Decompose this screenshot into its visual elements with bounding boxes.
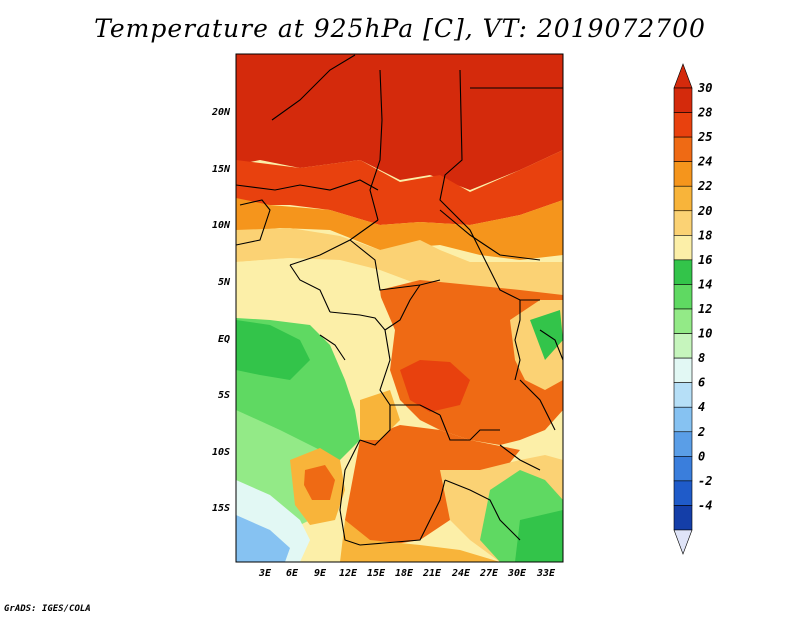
lon-tick-label: 21E	[422, 568, 442, 579]
colorbar-swatch	[673, 308, 693, 334]
lat-tick-label: EQ	[218, 334, 230, 345]
colorbar-label: 12	[698, 302, 712, 316]
country-borders	[236, 54, 563, 546]
lon-tick-label: 6E	[286, 568, 299, 579]
longitude-axis: 3E 6E 9E 12E 15E 18E 21E 24E 27E 30E 33E	[258, 568, 556, 579]
colorbar-swatch	[673, 431, 693, 457]
colorbar-swatch	[673, 505, 693, 531]
colorbar-swatch	[673, 161, 693, 187]
lat-tick-label: 5N	[218, 277, 231, 288]
colorbar-swatch	[673, 456, 693, 482]
lon-tick-label: 12E	[339, 568, 358, 579]
temperature-field	[236, 54, 563, 562]
lat-tick-label: 10N	[212, 220, 231, 231]
colorbar-label: 20	[697, 204, 712, 218]
colorbar-label: 22	[697, 179, 712, 193]
colorbar-label: 2	[697, 425, 705, 439]
map-frame	[235, 53, 564, 563]
lon-tick-label: 9E	[314, 568, 327, 579]
lat-tick-label: 20N	[211, 107, 231, 118]
colorbar-label: 10	[698, 327, 712, 341]
colorbar-label: 6	[698, 376, 705, 390]
colorbar-top-arrow	[673, 63, 693, 89]
colorbar-swatch	[673, 136, 693, 162]
colorbar-label: 24	[697, 155, 712, 169]
colorbar-swatch	[673, 87, 693, 113]
lon-tick-label: 3E	[258, 568, 272, 579]
colorbar-swatch	[673, 259, 693, 285]
colorbar-label: 4	[698, 400, 705, 414]
lon-tick-label: 24E	[451, 568, 471, 579]
colorbar-swatch	[673, 185, 693, 212]
latitude-axis: 20N 15N 10N 5N EQ 5S 10S 15S	[211, 107, 231, 514]
lat-tick-label: 10S	[212, 447, 230, 458]
colorbar-label: 25	[697, 130, 712, 144]
map-title: Temperature at 925hPa [C], VT: 201907270…	[94, 14, 706, 43]
colorbar-swatch	[673, 382, 693, 408]
colorbar-label: 8	[698, 351, 705, 365]
colorbar-label: -2	[698, 474, 712, 488]
colorbar-swatch	[673, 357, 693, 383]
colorbar-label: 16	[698, 253, 712, 267]
lat-tick-label: 5S	[218, 390, 230, 401]
lon-tick-label: 15E	[367, 568, 386, 579]
lat-tick-label: 15N	[212, 164, 231, 175]
lon-tick-label: 30E	[507, 568, 527, 579]
colorbar-swatch	[673, 406, 693, 433]
colorbar-swatch	[673, 333, 693, 359]
colorbar-swatch	[673, 112, 693, 138]
colorbar-bottom-arrow	[673, 529, 693, 555]
colorbar-label: 28	[697, 106, 712, 120]
colorbar-swatch	[673, 284, 693, 310]
colorbar-swatch	[673, 210, 693, 236]
colorbar-swatch	[673, 480, 693, 506]
lon-tick-label: 33E	[536, 568, 556, 579]
colorbar-swatch	[673, 235, 693, 261]
colorbar-label: 18	[698, 228, 712, 242]
colorbar-label: 0	[698, 449, 705, 463]
colorbar-label: 30	[697, 81, 712, 95]
colorbar-label: 14	[698, 277, 712, 291]
lon-tick-label: 27E	[479, 568, 499, 579]
credit-label: GrADS: IGES/COLA	[4, 604, 91, 614]
lon-tick-label: 18E	[395, 568, 414, 579]
lat-tick-label: 15S	[212, 503, 230, 514]
colorbar-label: -4	[698, 498, 712, 512]
